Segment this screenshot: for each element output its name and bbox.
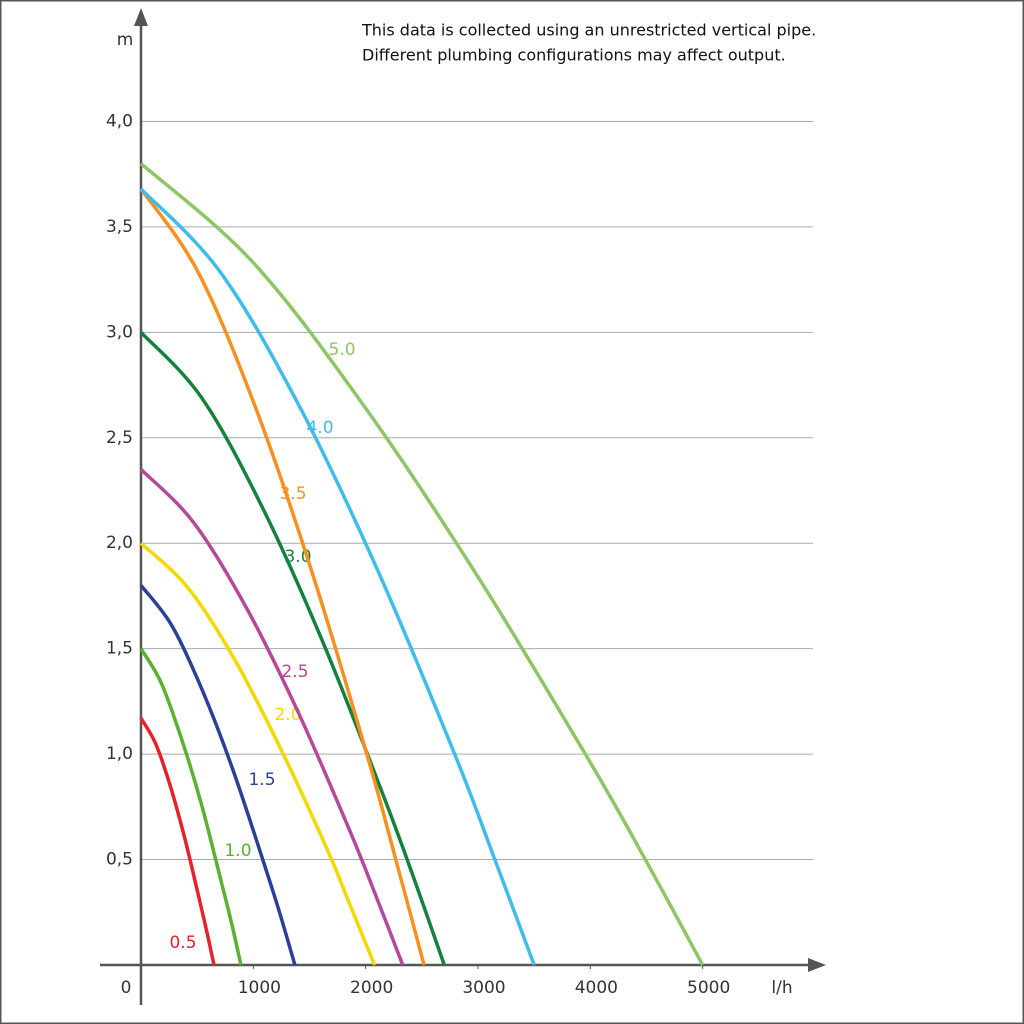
x-tick-label: 0 bbox=[121, 978, 132, 998]
curve-label: 1.5 bbox=[248, 770, 275, 790]
note-line: Different plumbing configurations may af… bbox=[362, 46, 786, 65]
curve bbox=[139, 541, 377, 966]
curve-label: 2.5 bbox=[281, 662, 308, 682]
curve-label: 2.0 bbox=[274, 705, 301, 725]
y-tick-label: 1,5 bbox=[106, 639, 133, 659]
note-line: This data is collected using an unrestri… bbox=[361, 21, 816, 40]
curve bbox=[139, 331, 446, 966]
curve-label: 1.0 bbox=[224, 841, 251, 861]
y-tick-label: 2,0 bbox=[106, 533, 133, 553]
x-tick-label: 2000 bbox=[350, 978, 393, 998]
x-axis-label: l/h bbox=[771, 978, 792, 998]
y-tick-label: 0,5 bbox=[106, 850, 133, 870]
curve-label: 5.0 bbox=[328, 340, 355, 360]
curve-label: 3.5 bbox=[279, 484, 306, 504]
curve bbox=[139, 717, 216, 966]
curve bbox=[139, 162, 705, 966]
curve-label: 0.5 bbox=[169, 933, 196, 953]
curve bbox=[139, 187, 536, 966]
x-tick-label: 1000 bbox=[238, 978, 281, 998]
y-tick-label: 3,5 bbox=[106, 217, 133, 237]
x-axis-arrow bbox=[808, 958, 826, 972]
y-axis-arrow bbox=[134, 8, 148, 26]
y-axis-label: m bbox=[117, 30, 134, 50]
curve bbox=[139, 468, 405, 966]
curve bbox=[139, 187, 426, 966]
x-tick-label: 4000 bbox=[575, 978, 618, 998]
curve-label: 4.0 bbox=[306, 418, 333, 438]
curve bbox=[139, 584, 297, 966]
y-tick-label: 2,5 bbox=[106, 428, 133, 448]
curve bbox=[139, 647, 243, 966]
y-tick-label: 1,0 bbox=[106, 744, 133, 764]
x-tick-label: 5000 bbox=[687, 978, 730, 998]
x-tick-label: 3000 bbox=[462, 978, 505, 998]
y-tick-label: 3,0 bbox=[106, 322, 133, 342]
y-tick-label: 4,0 bbox=[106, 111, 133, 131]
